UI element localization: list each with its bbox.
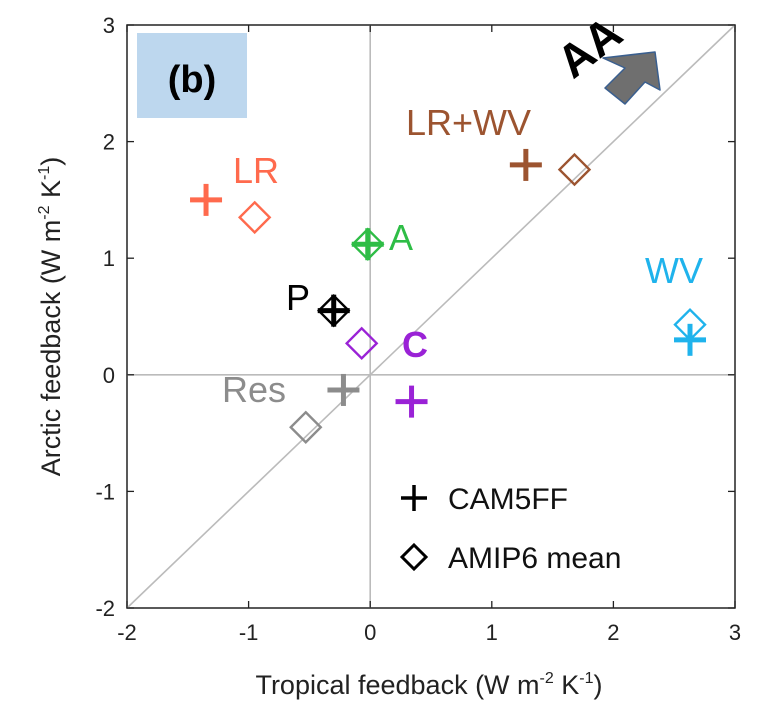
y-tick-label: -1 bbox=[95, 479, 115, 504]
y-tick-label: 3 bbox=[103, 13, 115, 38]
reference-lines bbox=[126, 24, 736, 609]
label-p: P bbox=[286, 277, 310, 318]
x-axis-title: Tropical feedback (W m-2 K-1) bbox=[255, 670, 602, 700]
amip6-diamond-lr-wv bbox=[557, 152, 592, 187]
x-tick-label: -2 bbox=[117, 620, 137, 645]
x-tick-label: 2 bbox=[607, 620, 619, 645]
x-tick-label: -1 bbox=[239, 620, 259, 645]
y-axis-title: Arctic feedback (W m-2 K-1) bbox=[36, 157, 66, 477]
label-c: C bbox=[402, 324, 428, 365]
x-tick-label: 0 bbox=[364, 620, 376, 645]
label-wv: WV bbox=[645, 250, 703, 291]
label-lr: LR bbox=[233, 150, 279, 191]
x-tick-label: 1 bbox=[486, 620, 498, 645]
panel-label: (b) bbox=[168, 59, 217, 101]
legend-plus-icon bbox=[401, 485, 427, 511]
amip6-diamond-lr bbox=[237, 200, 272, 235]
x-tick-label: 3 bbox=[729, 620, 741, 645]
cam5ff-plus-a bbox=[351, 228, 384, 261]
cam5ff-plus-p bbox=[317, 294, 350, 327]
amip6-diamond-c bbox=[344, 326, 379, 361]
cam5ff-plus-lr-wv bbox=[509, 148, 542, 181]
cam5ff-plus-lr bbox=[190, 183, 223, 216]
plot-area bbox=[126, 24, 736, 609]
y-tick-label: 1 bbox=[103, 246, 115, 271]
amip6-diamond-res bbox=[289, 410, 323, 444]
cam5ff-plus-c bbox=[395, 385, 428, 418]
label-res: Res bbox=[222, 369, 286, 410]
legend-label-cam5ff: CAM5FF bbox=[448, 483, 568, 516]
data-markers bbox=[190, 148, 707, 444]
axis-ticks: -2 -1 0 1 2 3 -2 -1 0 1 2 3 bbox=[95, 13, 741, 645]
legend-label-amip6: AMIP6 mean bbox=[448, 542, 621, 575]
axis-titles: Tropical feedback (W m-2 K-1) Arctic feed… bbox=[36, 157, 603, 700]
aa-arrow-icon bbox=[602, 51, 661, 105]
category-labels: LR LR+WV A P C WV Res bbox=[222, 102, 703, 410]
label-lr-wv: LR+WV bbox=[406, 102, 531, 143]
panel-label-box bbox=[137, 33, 247, 118]
cam5ff-plus-res bbox=[327, 373, 360, 406]
label-a: A bbox=[389, 217, 413, 258]
one-to-one-line bbox=[126, 24, 736, 609]
plot-frame bbox=[126, 24, 736, 609]
legend-diamond-icon bbox=[399, 542, 429, 572]
y-tick-label: 2 bbox=[103, 130, 115, 155]
y-tick-label: 0 bbox=[103, 363, 115, 388]
annotations: (b) AA bbox=[137, 6, 661, 118]
legend: CAM5FF AMIP6 mean bbox=[399, 483, 621, 575]
y-tick-label: -2 bbox=[95, 596, 115, 621]
cam5ff-plus-wv bbox=[674, 323, 707, 356]
